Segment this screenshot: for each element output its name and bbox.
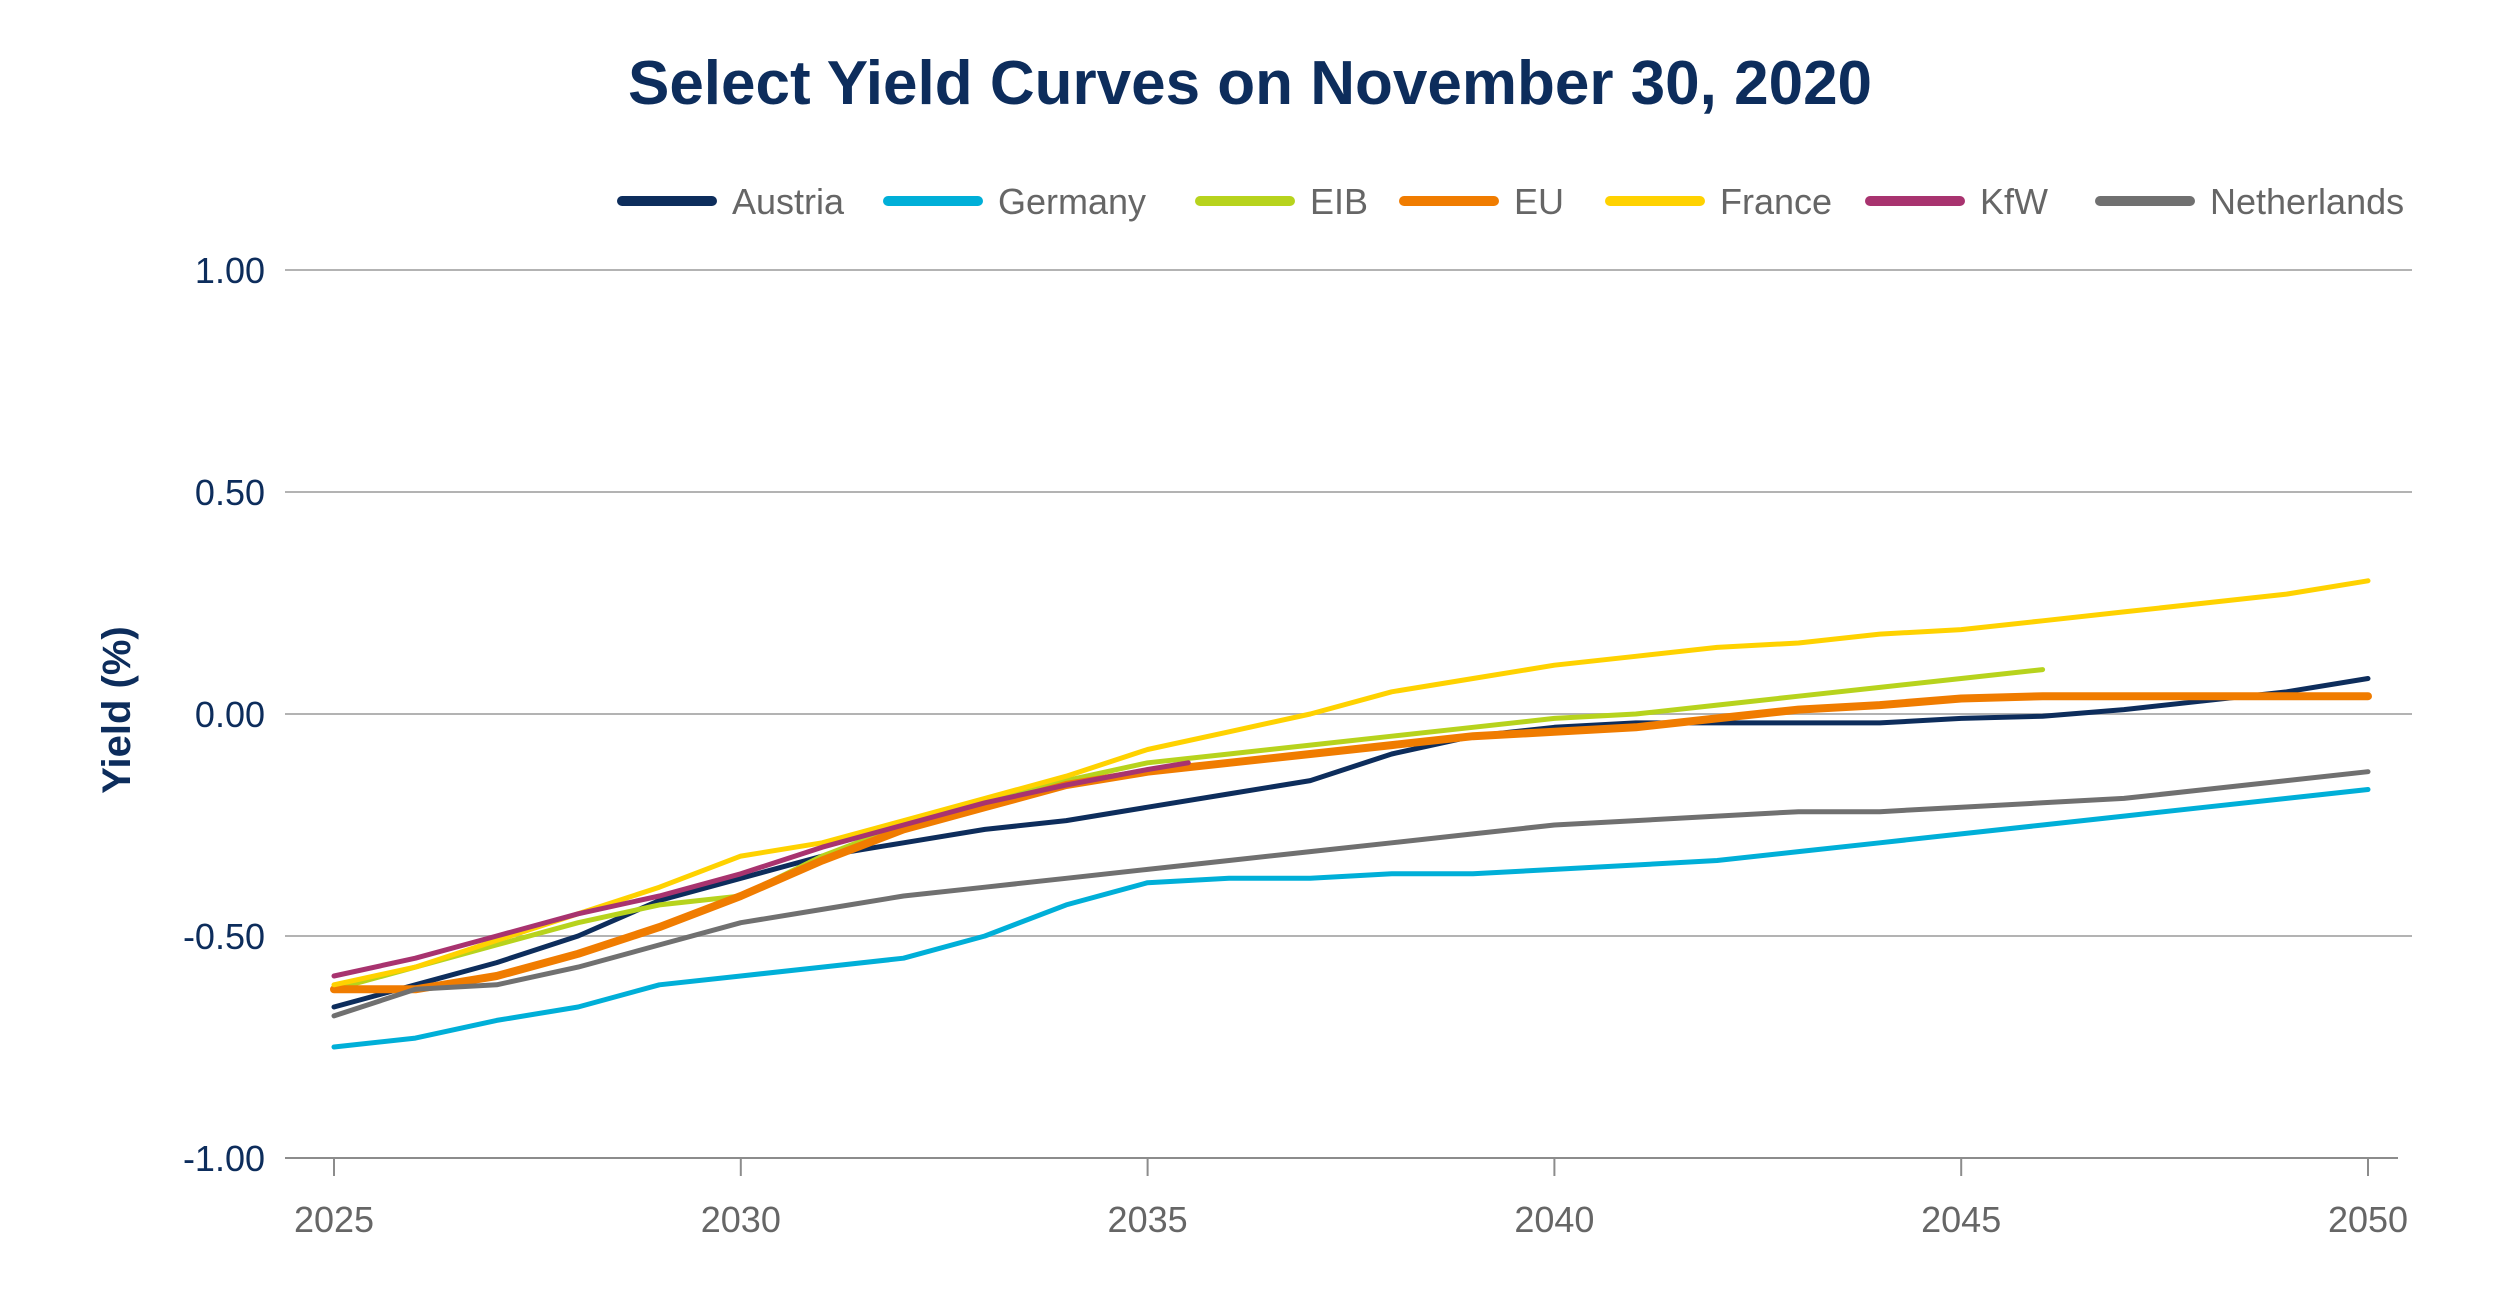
y-tick-label: 1.00 bbox=[195, 250, 265, 291]
legend-label-austria: Austria bbox=[732, 181, 845, 222]
legend-label-france: France bbox=[1720, 181, 1832, 222]
x-tick-label: 2035 bbox=[1108, 1199, 1188, 1240]
legend-label-eu: EU bbox=[1514, 181, 1564, 222]
series-line-netherlands bbox=[331, 769, 2371, 1019]
legend-label-germany: Germany bbox=[998, 181, 1146, 222]
x-tick-label: 2045 bbox=[1921, 1199, 2001, 1240]
series-line-germany bbox=[331, 787, 2371, 1050]
series-line-eu bbox=[330, 692, 2372, 994]
x-tick-label: 2030 bbox=[701, 1199, 781, 1240]
x-axis: 2025 2030 2035 2040 2045 2050 bbox=[285, 1157, 2408, 1240]
y-tick-label: 0.50 bbox=[195, 472, 265, 513]
x-tick-label: 2025 bbox=[294, 1199, 374, 1240]
y-axis-label: Yield (%) bbox=[95, 626, 139, 793]
y-tick-label: -0.50 bbox=[183, 916, 265, 957]
legend-label-netherlands: Netherlands bbox=[2210, 181, 2404, 222]
x-tick-label: 2040 bbox=[1514, 1199, 1594, 1240]
x-tick-label: 2050 bbox=[2328, 1199, 2408, 1240]
legend-label-eib: EIB bbox=[1310, 181, 1368, 222]
legend-label-kfw: KfW bbox=[1980, 181, 2048, 222]
series-line-france bbox=[331, 578, 2371, 988]
legend: Austria Germany EIB EU France KfW Netherlands bbox=[617, 181, 2404, 222]
series-line-eib bbox=[331, 667, 2046, 992]
y-axis-ticks: 1.00 0.50 0.00 -0.50 -1.00 bbox=[183, 250, 265, 1179]
y-tick-label: 0.00 bbox=[195, 694, 265, 735]
series-lines bbox=[330, 578, 2372, 1050]
y-tick-label: -1.00 bbox=[183, 1138, 265, 1179]
gridlines bbox=[285, 269, 2412, 937]
chart-title: Select Yield Curves on November 30, 2020 bbox=[628, 49, 1872, 118]
series-line-austria bbox=[331, 676, 2371, 1010]
series-line-kfw bbox=[331, 760, 1191, 979]
